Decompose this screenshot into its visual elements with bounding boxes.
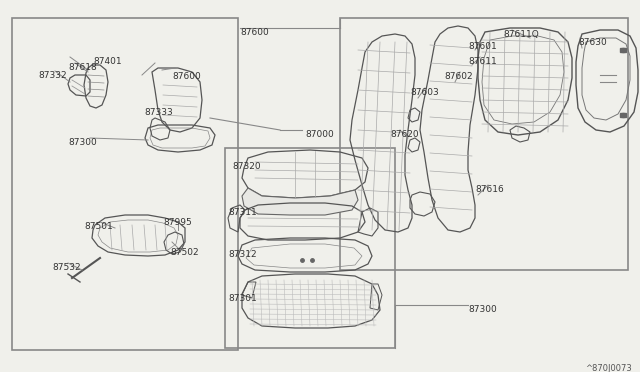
Text: 87301: 87301 xyxy=(228,294,257,303)
Text: 87616: 87616 xyxy=(475,185,504,194)
Text: 87333: 87333 xyxy=(144,108,173,117)
Text: 87401: 87401 xyxy=(93,57,122,66)
Text: 87532: 87532 xyxy=(52,263,81,272)
Bar xyxy=(225,148,395,348)
Polygon shape xyxy=(242,188,358,215)
Text: 87502: 87502 xyxy=(170,248,198,257)
Text: 87630: 87630 xyxy=(578,38,607,47)
Text: 87603: 87603 xyxy=(410,88,439,97)
Text: 87311: 87311 xyxy=(228,208,257,217)
Text: 87611Q: 87611Q xyxy=(503,30,539,39)
Text: 87600: 87600 xyxy=(172,72,201,81)
Text: 87602: 87602 xyxy=(444,72,472,81)
Text: 87620: 87620 xyxy=(390,130,419,139)
Text: 87501: 87501 xyxy=(84,222,113,231)
Bar xyxy=(340,18,628,270)
Bar xyxy=(12,18,238,350)
Text: 87312: 87312 xyxy=(228,250,257,259)
Text: 87000: 87000 xyxy=(305,130,333,139)
Text: 87618: 87618 xyxy=(68,63,97,72)
Text: 87300: 87300 xyxy=(468,305,497,314)
Text: 87601: 87601 xyxy=(468,42,497,51)
Text: 87995: 87995 xyxy=(163,218,192,227)
Text: 87320: 87320 xyxy=(232,162,260,171)
Text: 87332: 87332 xyxy=(38,71,67,80)
Text: 87300: 87300 xyxy=(68,138,97,147)
Text: 87600: 87600 xyxy=(240,28,269,37)
Text: 87611: 87611 xyxy=(468,57,497,66)
Text: ^870J0073: ^870J0073 xyxy=(585,364,632,372)
